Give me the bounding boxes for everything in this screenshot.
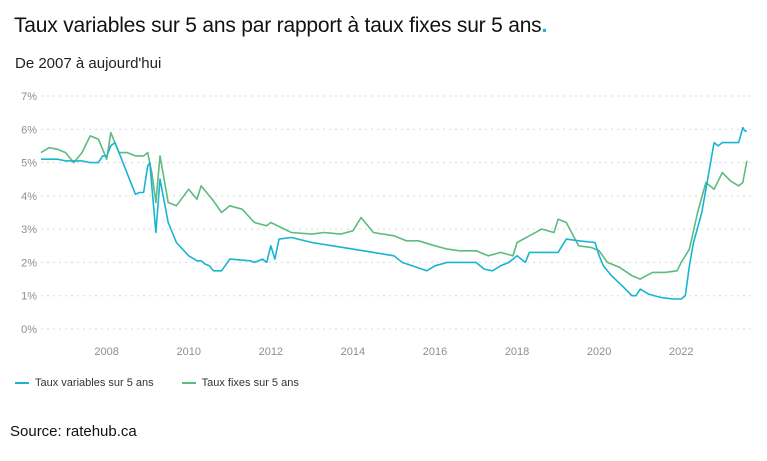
y-tick-label: 7% [21,91,37,103]
line-chart: 0% 1% 2% 3% 4% 5% 6% 7% 2008 2010 2012 2014 2016 201… [21,91,751,358]
y-tick-label: 5% [21,158,37,170]
y-tick-label: 6% [21,124,37,136]
legend-swatch-fixed [181,382,196,384]
source-note: Source: ratehub.ca [10,423,137,440]
legend-swatch-variable [15,382,29,384]
x-axis-ticks: 2008 2010 2012 2014 2016 2018 2020 2022 [94,346,693,358]
x-tick-label: 2022 [669,346,693,358]
series-line-fixed [40,131,748,280]
y-tick-label: 2% [21,257,37,269]
chart-subtitle: De 2007 à aujourd'hui [15,55,162,72]
x-tick-label: 2014 [341,346,365,358]
x-tick-label: 2008 [94,346,118,358]
legend-item-fixed: Taux fixes sur 5 ans [181,377,299,389]
chart-title: Taux variables sur 5 ans par rapport à t… [14,14,547,38]
y-tick-label: 3% [21,224,37,236]
x-tick-label: 2016 [423,346,447,358]
legend-item-variable: Taux variables sur 5 ans [15,377,154,389]
legend-label-variable: Taux variables sur 5 ans [35,377,154,389]
title-dot: . [541,14,548,37]
x-tick-label: 2012 [259,346,283,358]
series-line-variable [41,126,747,300]
y-tick-label: 0% [21,324,37,336]
y-axis-ticks: 0% 1% 2% 3% 4% 5% 6% 7% [21,91,37,336]
series-lines [40,126,748,300]
y-tick-label: 4% [21,191,37,203]
x-tick-label: 2020 [587,346,611,358]
x-tick-label: 2010 [177,346,201,358]
chart-legend: Taux variables sur 5 ans Taux fixes sur … [15,377,299,389]
chart-title-text: Taux variables sur 5 ans par rapport à t… [14,14,542,37]
grid-lines [41,95,751,330]
legend-label-fixed: Taux fixes sur 5 ans [201,377,299,389]
x-tick-label: 2018 [505,346,529,358]
y-tick-label: 1% [21,291,37,303]
